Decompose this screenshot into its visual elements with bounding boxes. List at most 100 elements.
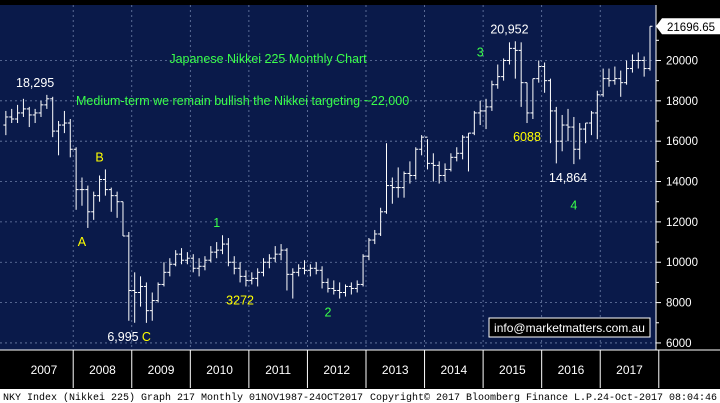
ohlc-bar	[108, 187, 114, 212]
ohlc-bar	[413, 147, 419, 180]
ohlc-bar	[167, 258, 173, 277]
x-tick-label: 2011	[265, 363, 291, 377]
ohlc-bar	[354, 280, 360, 293]
email-link[interactable]: info@marketmatters.com.au	[494, 321, 645, 335]
x-tick-label: 2017	[616, 363, 643, 377]
annotation-label: 1	[213, 216, 220, 230]
x-tick-label: 2015	[499, 363, 526, 377]
ohlc-bar	[547, 78, 553, 144]
ohlc-bar	[360, 254, 366, 287]
ohlc-bar	[524, 82, 530, 124]
ohlc-bar	[114, 191, 120, 218]
ohlc-bar	[635, 52, 641, 69]
x-tick-label: 2016	[558, 363, 585, 377]
ohlc-bar	[296, 264, 302, 277]
x-tick-label: 2007	[31, 363, 58, 377]
y-tick-label: 12000	[666, 217, 698, 229]
ohlc-bar	[237, 262, 243, 283]
ohlc-bar	[15, 104, 21, 124]
ohlc-bar	[553, 106, 559, 164]
ohlc-bar	[179, 248, 185, 265]
ohlc-bar	[495, 64, 501, 89]
x-tick-label: 2013	[382, 363, 409, 377]
x-tick-label: 2014	[440, 363, 467, 377]
ohlc-bar	[249, 272, 255, 285]
annotation-label: 20,952	[490, 22, 528, 36]
ohlc-bar	[155, 282, 161, 303]
ohlc-bar	[26, 106, 32, 128]
ohlc-bar	[465, 132, 471, 172]
ohlc-bar	[190, 254, 196, 273]
ohlc-bar	[214, 242, 220, 259]
annotation-label: 6088	[513, 130, 541, 144]
ohlc-bar	[331, 280, 337, 295]
ohlc-bar	[38, 100, 44, 117]
footer-bar	[0, 389, 720, 403]
annotation-label: 18,295	[16, 76, 54, 90]
ohlc-bar	[120, 201, 126, 237]
ohlc-bar	[50, 96, 56, 138]
footer-right: 24-Oct-2017 08:04:46	[597, 393, 717, 403]
ohlc-bar	[138, 276, 144, 307]
ohlc-bar	[161, 262, 167, 287]
ohlc-bar	[243, 270, 249, 287]
ohlc-bar	[79, 177, 85, 206]
ohlc-bars	[3, 25, 653, 323]
ohlc-bar	[401, 171, 407, 198]
ohlc-bar	[395, 167, 401, 198]
ohlc-bar	[618, 70, 624, 97]
y-tick-label: 18000	[666, 96, 698, 108]
ohlc-bar	[132, 272, 138, 323]
x-tick-label: 2012	[323, 363, 350, 377]
chart-title: Japanese Nikkei 225 Monthly Chart	[169, 52, 367, 66]
ohlc-bar	[641, 56, 647, 77]
ohlc-bar	[143, 282, 149, 323]
ohlc-bar	[460, 135, 466, 160]
ohlc-bar	[542, 62, 548, 93]
ohlc-bar	[284, 248, 290, 291]
ohlc-bar	[606, 68, 612, 87]
annotation-label: A	[78, 235, 87, 249]
x-tick-label: 2008	[89, 363, 116, 377]
ohlc-bar	[56, 121, 62, 156]
ohlc-bar	[225, 238, 231, 267]
footer-center: Copyright© 2017 Bloomberg Finance L.P.	[370, 392, 598, 403]
y-tick-label: 8000	[666, 298, 692, 310]
ohlc-bar	[44, 94, 50, 109]
y-tick-label: 6000	[666, 338, 692, 350]
ohlc-bar	[184, 252, 190, 265]
annotation-label: 3272	[226, 293, 254, 307]
ohlc-bar	[518, 42, 524, 107]
annotation-label: C	[142, 330, 151, 344]
ohlc-bar	[231, 256, 237, 275]
ohlc-bar	[126, 231, 132, 321]
ohlc-bar	[442, 163, 448, 182]
ohlc-bar	[594, 90, 600, 140]
annotation-label: 6,995	[107, 330, 138, 344]
ohlc-bar	[454, 147, 460, 162]
ohlc-bar	[436, 161, 442, 184]
ohlc-bar	[208, 246, 214, 263]
ohlc-bar	[624, 60, 630, 85]
ohlc-bar	[149, 292, 155, 321]
ohlc-bar	[102, 169, 108, 196]
ohlc-bar	[73, 147, 79, 210]
ohlc-bar	[348, 282, 354, 295]
ohlc-bar	[647, 25, 653, 71]
ohlc-bar	[290, 268, 296, 299]
ohlc-bar	[530, 78, 536, 119]
ohlc-bar	[302, 260, 308, 275]
x-tick-label: 2010	[206, 363, 233, 377]
ohlc-bar	[430, 153, 436, 182]
ohlc-bar	[571, 116, 577, 165]
ohlc-bar	[337, 282, 343, 299]
annotation-label: 2	[324, 306, 331, 320]
chart-annotations: 18,295 A B 6,995 C 1 3272 2 3 20,952 6088 14,864 4	[16, 22, 587, 344]
y-tick-label: 10000	[666, 257, 698, 269]
ohlc-bar	[588, 110, 594, 136]
ohlc-bar	[173, 250, 179, 267]
last-price-label: 21696.65	[667, 22, 715, 34]
ohlc-bar	[378, 207, 384, 237]
ohlc-bar	[313, 262, 319, 275]
